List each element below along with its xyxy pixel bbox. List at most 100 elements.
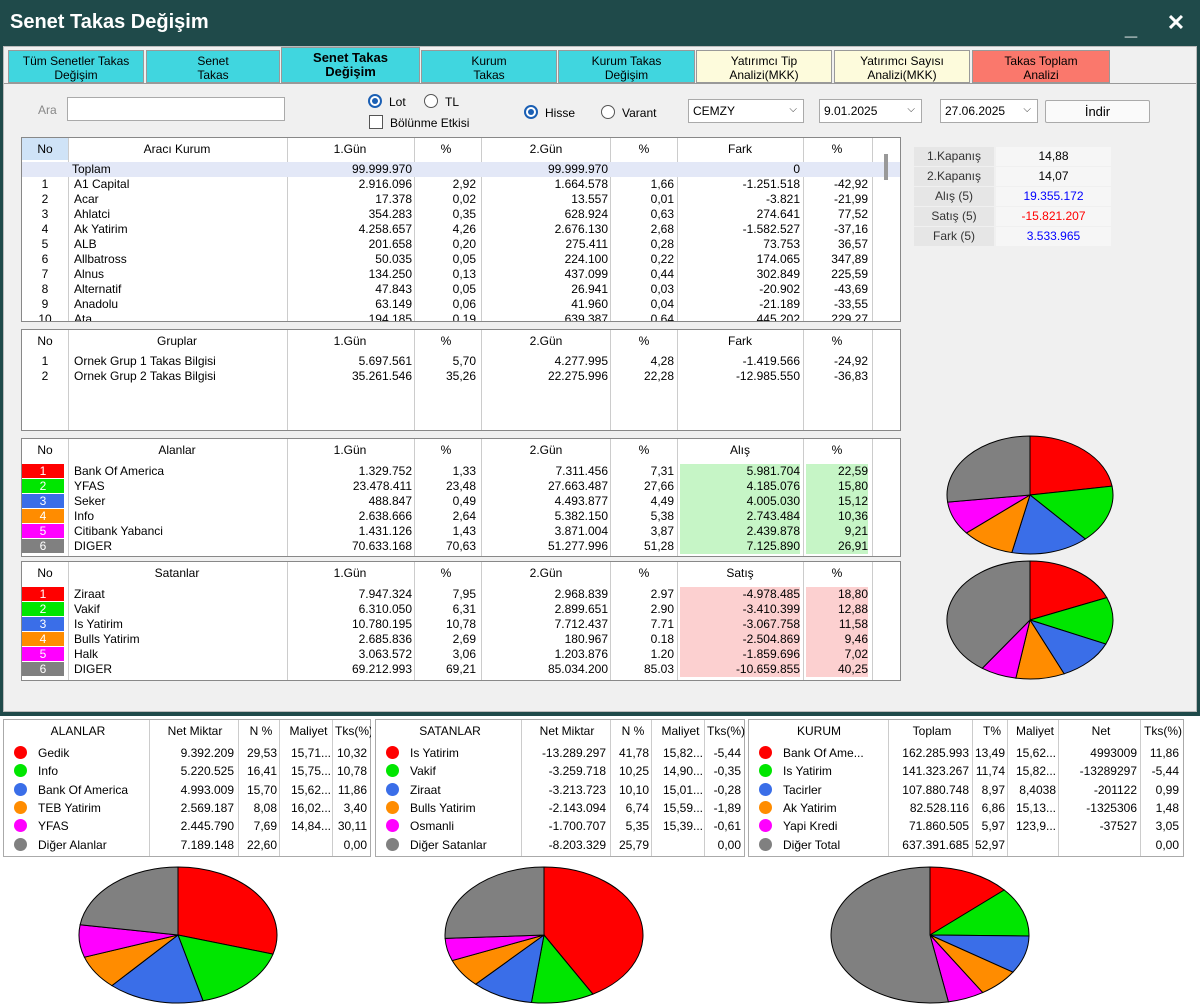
column-divider [481,562,482,680]
cell-d2: 1.203.876 [554,647,608,661]
table-row[interactable]: 6 DIGER 70.633.168 70,63 51.277.996 51,28 7.12… [22,539,900,554]
table-row[interactable]: 5 Halk 3.063.572 3,06 1.203.876 1.20 -1.859.69… [22,647,900,662]
table-row[interactable]: 2 Vakif 6.310.050 6,31 2.899.651 2.90 -3.410.3… [22,602,900,617]
vertical-scrollbar[interactable] [884,154,888,180]
tab-8[interactable]: Takas Toplam Analizi [972,50,1110,83]
table-row[interactable]: 1 Ziraat 7.947.324 7,95 2.968.839 2.97 -4.978.… [22,587,900,602]
table-row[interactable]: 8 Alternatif 47.843 0,05 26.941 0,03 -20.902 -4… [22,282,900,297]
table-row[interactable]: Tacirler 107.880.748 8,97 8,4038 -201122 0,99 [749,781,1183,799]
table-row[interactable]: 1 A1 Capital 2.916.096 2,92 1.664.578 1,66 -1.… [22,177,900,192]
cell-diff: -1.582.527 [742,222,800,236]
table-row[interactable]: 1 Bank Of America 1.329.752 1,33 7.311.456 7,… [22,464,900,479]
table-row[interactable]: 6 DIGER 69.212.993 69,21 85.034.200 85.03 -10.… [22,662,900,677]
table-row[interactable]: Diğer Total 637.391.685 52,97 0,00 [749,836,1183,854]
table-row[interactable]: TEB Yatirim 2.569.187 8,08 16,02... 3,40 [4,799,370,817]
cell-name: Diğer Total [783,837,841,852]
close-button[interactable]: ✕ [1166,10,1186,35]
cell-no: 8 [41,282,49,296]
table-row[interactable]: Diğer Alanlar 7.189.148 22,60 0,00 [4,836,370,854]
column-divider [677,439,678,556]
tab-label-line1: Takas Toplam [1004,54,1078,68]
total-cell: 0 [793,162,800,176]
tl-radio[interactable] [424,94,438,108]
download-button[interactable]: İndir [1045,100,1150,123]
column-header: No [37,443,53,457]
table-row[interactable]: 1 Ornek Grup 1 Takas Bilgisi 5.697.561 5,70… [22,354,900,369]
table-row[interactable]: Is Yatirim -13.289.297 41,78 15,82... -5,44 [376,744,744,762]
sellers-table: No Satanlar 1.Gün% 2.Gün% Satış% 1 Ziraat 7.947… [21,561,901,681]
cell-name: Info [38,764,59,779]
column-header: Aracı Kurum [143,142,211,156]
cell-pd: -33,55 [833,297,868,311]
table-row[interactable]: Diğer Satanlar -8.203.329 25,79 0,00 [376,836,744,854]
table-row[interactable]: 2 YFAS 23.478.411 23,48 27.663.487 27,66 4.185… [22,479,900,494]
table-row[interactable]: 3 Seker 488.847 0,49 4.493.877 4,49 4.005.030 1… [22,494,900,509]
split-effect-checkbox[interactable] [369,115,383,129]
table-row[interactable]: Yapi Kredi 71.860.505 5,97 123,9... -37527 3,… [749,817,1183,835]
table-row[interactable]: 5 ALB 201.658 0,20 275.411 0,28 73.753 36,57 [22,237,900,252]
table-row[interactable]: Osmanli -1.700.707 5,35 15,39... -0,61 [376,817,744,835]
table-row[interactable]: 4 Bulls Yatirim 2.685.836 2,69 180.967 0.18 -2… [22,632,900,647]
tab-3[interactable]: Senet Takas Değişim [281,47,420,83]
table-row[interactable]: 6 Allbatross 50.035 0,05 224.100 0,22 174.065 3… [22,252,900,267]
pie-slice [1028,485,1114,540]
tab-1[interactable]: Tüm Senetler Takas Değişim [8,50,144,83]
end-date-picker[interactable]: 27.06.2025 ⌵ [940,99,1038,123]
warrant-radio[interactable] [601,105,615,119]
cell-d1: 23.478.411 [352,479,412,493]
cell-no: 5 [41,237,49,251]
cell-d1: 63.149 [375,297,412,311]
table-row[interactable]: 5 Citibank Yabanci 1.431.126 1,43 3.871.004 3… [22,524,900,539]
tab-6[interactable]: Yatırımcı Tip Analizi(MKK) [696,50,832,83]
tab-2[interactable]: Senet Takas [146,50,280,83]
minimize-button[interactable]: _ [1124,15,1138,40]
cell-p2: 22,28 [643,369,674,383]
total-cell: Toplam [72,162,111,176]
cell-name: Alnus [74,267,105,281]
table-row[interactable]: 10 Ata 194.185 0,19 639.387 0,64 445.202 229,27 [22,312,900,322]
table-row[interactable]: 7 Alnus 134.250 0,13 437.099 0,44 302.849 225,5… [22,267,900,282]
column-divider [677,562,678,680]
stock-radio[interactable] [524,105,538,119]
column-divider [872,439,873,556]
table-row[interactable]: 2 Acar 17.378 0,02 13.557 0,01 -3.821 -21,99 [22,192,900,207]
cell-diff: -21.189 [759,297,800,311]
table-row[interactable]: Info 5.220.525 16,41 15,75... 10,78 [4,762,370,780]
cell-p1: 0,19 [452,312,476,322]
search-input[interactable] [67,97,285,121]
sellers-pie-chart [946,560,1114,680]
table-row[interactable]: 3 Is Yatirim 10.780.195 10,78 7.712.437 7.71-… [22,617,900,632]
total-row[interactable]: Toplam 99.999.970 99.999.970 0 [22,162,900,177]
table-row[interactable]: Gedik 9.392.209 29,53 15,71... 10,32 [4,744,370,762]
column-header: Maliyet [661,724,700,738]
total-cell [806,162,868,177]
table-row[interactable]: Bank Of America 4.993.009 15,70 15,62... 11,… [4,781,370,799]
table-row[interactable]: Ziraat -3.213.723 10,10 15,01... -0,28 [376,781,744,799]
column-divider [287,138,288,321]
table-row[interactable]: Ak Yatirim 82.528.116 6,86 15,13... -1325306… [749,799,1183,817]
table-row[interactable]: 4 Ak Yatirim 4.258.657 4,26 2.676.130 2,68 -1.… [22,222,900,237]
table-row[interactable]: Vakif -3.259.718 10,25 14,90... -0,35 [376,762,744,780]
table-row[interactable]: Bulls Yatirim -2.143.094 6,74 15,59... -1,89 [376,799,744,817]
start-date-picker[interactable]: 9.01.2025 ⌵ [819,99,922,123]
tab-label-line2: Değişim [325,64,376,79]
lot-radio[interactable] [368,94,382,108]
cell-pd: -36,83 [833,369,868,383]
table-row[interactable]: 2 Ornek Grup 2 Takas Bilgisi 35.261.546 35,… [22,369,900,384]
table-row[interactable]: 9 Anadolu 63.149 0,06 41.960 0,04 -21.189 -33,5… [22,297,900,312]
tab-4[interactable]: Kurum Takas [421,50,557,83]
table-row[interactable]: Bank Of Ame... 162.285.993 13,49 15,62... 49… [749,744,1183,762]
tab-5[interactable]: Kurum Takas Değişim [558,50,695,83]
tab-7[interactable]: Yatırımcı Sayısı Analizi(MKK) [834,50,970,83]
cell-no: 9 [41,297,49,311]
cell-diff: -1.859.696 [680,647,800,662]
table-row[interactable]: 3 Ahlatci 354.283 0,35 628.924 0,63 274.641 77,… [22,207,900,222]
table-row[interactable]: YFAS 2.445.790 7,69 14,84... 30,11 [4,817,370,835]
lot-label: Lot [389,95,406,109]
table-row[interactable]: 4 Info 2.638.666 2,64 5.382.150 5,38 2.743.484… [22,509,900,524]
cell-net: -201122 [1093,782,1137,797]
cell-no: 1 [41,177,49,191]
symbol-select[interactable]: CEMZY ⌵ [688,99,804,123]
column-header: % [638,142,650,156]
table-row[interactable]: Is Yatirim 141.323.267 11,74 15,82... -13289… [749,762,1183,780]
